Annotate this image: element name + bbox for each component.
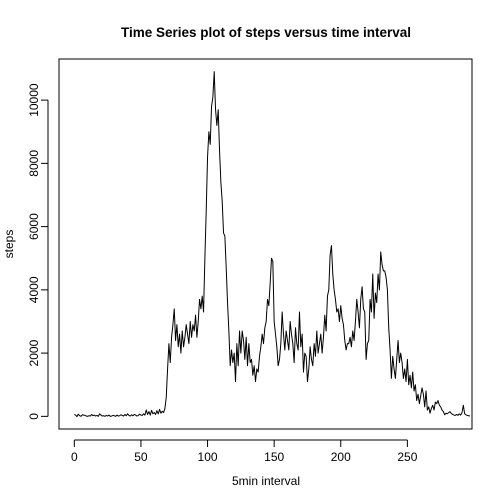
y-axis: 0 2000 4000 6000 8000 10000 xyxy=(27,83,49,420)
x-tick-label: 50 xyxy=(134,450,148,464)
y-tick-label: 8000 xyxy=(27,150,41,177)
y-tick-label: 4000 xyxy=(27,276,41,303)
plot-frame xyxy=(58,58,473,430)
y-tick-label: 0 xyxy=(27,413,41,420)
steps-series-line xyxy=(74,71,471,418)
y-tick-label: 2000 xyxy=(27,339,41,366)
x-axis-label: 5min interval xyxy=(232,474,300,488)
chart-title: Time Series plot of steps versus time in… xyxy=(121,25,411,40)
x-axis: 0 50 100 150 200 250 xyxy=(71,439,418,464)
x-tick-label: 200 xyxy=(331,450,351,464)
y-tick-label: 10000 xyxy=(27,83,41,117)
y-axis-label: steps xyxy=(2,230,16,259)
x-tick-label: 0 xyxy=(71,450,78,464)
x-tick-label: 100 xyxy=(198,450,218,464)
x-tick-label: 150 xyxy=(264,450,284,464)
y-tick-label: 6000 xyxy=(27,213,41,240)
x-tick-label: 250 xyxy=(397,450,417,464)
